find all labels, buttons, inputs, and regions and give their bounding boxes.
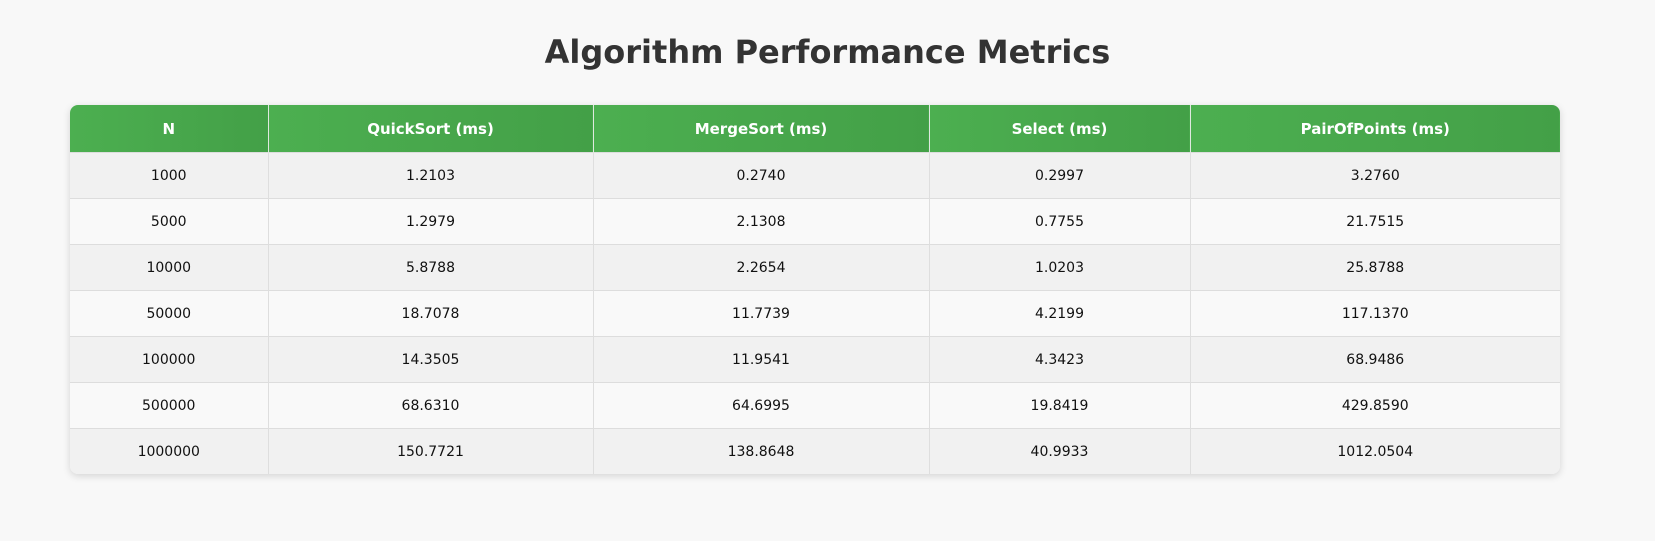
- cell-pairofpoints: 429.8590: [1190, 382, 1560, 429]
- cell-n: 100000: [70, 336, 269, 383]
- cell-quicksort: 18.7078: [268, 290, 594, 337]
- cell-mergesort: 2.2654: [593, 244, 930, 291]
- page-title: Algorithm Performance Metrics: [544, 33, 1111, 71]
- cell-quicksort: 1.2979: [268, 198, 594, 245]
- cell-select: 40.9933: [929, 428, 1191, 474]
- cell-pairofpoints: 68.9486: [1190, 336, 1560, 383]
- metrics-table-container: N QuickSort (ms) MergeSort (ms) Select (…: [70, 105, 1560, 474]
- cell-pairofpoints: 21.7515: [1190, 198, 1560, 245]
- table-row: 1000000 150.7721 138.8648 40.9933 1012.0…: [70, 428, 1560, 474]
- cell-select: 0.2997: [929, 152, 1191, 199]
- cell-pairofpoints: 117.1370: [1190, 290, 1560, 337]
- table-row: 50000 18.7078 11.7739 4.2199 117.1370: [70, 290, 1560, 337]
- cell-pairofpoints: 3.2760: [1190, 152, 1560, 199]
- cell-pairofpoints: 1012.0504: [1190, 428, 1560, 474]
- table-row: 5000 1.2979 2.1308 0.7755 21.7515: [70, 198, 1560, 245]
- metrics-table: N QuickSort (ms) MergeSort (ms) Select (…: [70, 105, 1560, 474]
- cell-select: 0.7755: [929, 198, 1191, 245]
- table-body: 1000 1.2103 0.2740 0.2997 3.2760 5000 1.…: [70, 152, 1560, 474]
- cell-n: 10000: [70, 244, 269, 291]
- cell-mergesort: 64.6995: [593, 382, 930, 429]
- table-row: 1000 1.2103 0.2740 0.2997 3.2760: [70, 152, 1560, 199]
- cell-quicksort: 68.6310: [268, 382, 594, 429]
- cell-n: 1000: [70, 152, 269, 199]
- column-header-quicksort: QuickSort (ms): [268, 105, 594, 153]
- table-header: N QuickSort (ms) MergeSort (ms) Select (…: [70, 105, 1560, 153]
- cell-n: 500000: [70, 382, 269, 429]
- cell-n: 5000: [70, 198, 269, 245]
- cell-mergesort: 0.2740: [593, 152, 930, 199]
- table-row: 10000 5.8788 2.2654 1.0203 25.8788: [70, 244, 1560, 291]
- cell-mergesort: 2.1308: [593, 198, 930, 245]
- cell-n: 1000000: [70, 428, 269, 474]
- column-header-mergesort: MergeSort (ms): [593, 105, 930, 153]
- header-row: N QuickSort (ms) MergeSort (ms) Select (…: [70, 105, 1560, 153]
- column-header-select: Select (ms): [929, 105, 1191, 153]
- cell-quicksort: 150.7721: [268, 428, 594, 474]
- cell-mergesort: 11.9541: [593, 336, 930, 383]
- cell-pairofpoints: 25.8788: [1190, 244, 1560, 291]
- cell-select: 4.2199: [929, 290, 1191, 337]
- column-header-n: N: [70, 105, 269, 153]
- cell-quicksort: 5.8788: [268, 244, 594, 291]
- cell-select: 19.8419: [929, 382, 1191, 429]
- cell-quicksort: 1.2103: [268, 152, 594, 199]
- cell-quicksort: 14.3505: [268, 336, 594, 383]
- table-row: 500000 68.6310 64.6995 19.8419 429.8590: [70, 382, 1560, 429]
- cell-n: 50000: [70, 290, 269, 337]
- table-row: 100000 14.3505 11.9541 4.3423 68.9486: [70, 336, 1560, 383]
- column-header-pairofpoints: PairOfPoints (ms): [1190, 105, 1560, 153]
- cell-mergesort: 11.7739: [593, 290, 930, 337]
- cell-select: 4.3423: [929, 336, 1191, 383]
- cell-mergesort: 138.8648: [593, 428, 930, 474]
- cell-select: 1.0203: [929, 244, 1191, 291]
